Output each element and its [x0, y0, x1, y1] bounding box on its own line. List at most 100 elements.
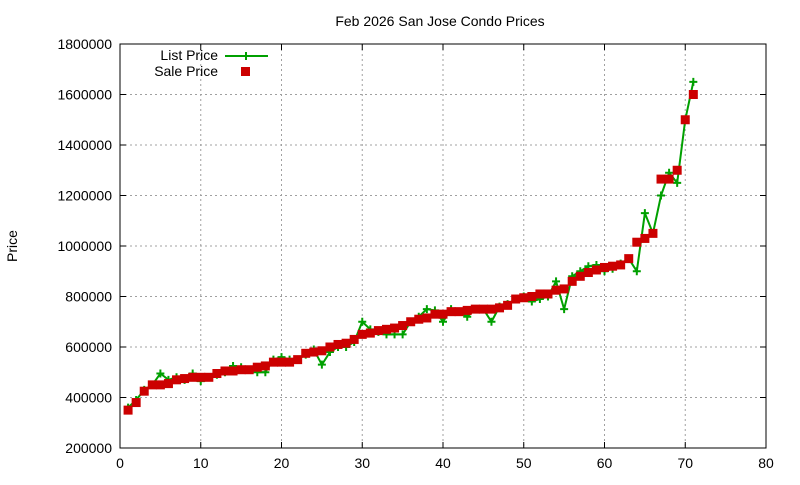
sale-price-point — [591, 265, 601, 275]
sale-price-point — [527, 292, 537, 301]
axis-ticks: 0 10 20 30 40 50 60 70 80 200000 400000 600000 80000… — [57, 36, 774, 471]
sale-price-point — [349, 334, 359, 344]
sale-price-point — [543, 289, 553, 299]
sale-price-point — [252, 362, 262, 372]
sale-price-point — [438, 309, 448, 319]
list-price-point — [640, 209, 649, 218]
sale-price-point — [317, 346, 327, 356]
sale-price-point — [365, 328, 375, 338]
x-tick-label: 10 — [193, 455, 209, 471]
sale-price-point — [600, 262, 609, 272]
list-price-point — [689, 77, 698, 86]
y-tick-label: 1400000 — [57, 137, 112, 153]
sale-price-point — [414, 314, 424, 324]
sale-price-point — [333, 339, 343, 349]
sale-price-point — [131, 398, 141, 408]
sale-price-point — [260, 361, 270, 371]
x-tick-label: 50 — [516, 455, 532, 471]
y-tick-label: 800000 — [65, 289, 112, 305]
plot-frame — [119, 43, 767, 449]
list-price-point — [439, 317, 447, 326]
legend-label-sale: Sale Price — [154, 63, 218, 79]
x-tick-label: 40 — [435, 455, 451, 471]
list-price-point — [560, 305, 569, 314]
sale-price-point — [196, 372, 206, 382]
list-price-point — [487, 317, 496, 326]
sale-price-point — [212, 369, 222, 379]
sale-price-point — [325, 342, 335, 352]
y-tick-label: 1200000 — [57, 188, 112, 204]
list-price-point — [657, 191, 666, 200]
x-tick-label: 80 — [758, 455, 774, 471]
sale-price-point — [462, 305, 472, 315]
y-tick-label: 200000 — [65, 440, 112, 456]
sale-price-point — [559, 284, 569, 294]
sale-price-point — [478, 304, 488, 314]
legend: List Price Sale Price — [154, 47, 268, 79]
list-price-line — [127, 81, 695, 409]
sale-price-point — [519, 293, 529, 303]
list-price-point — [398, 330, 407, 339]
sale-price-point — [301, 348, 311, 358]
list-price-point — [156, 369, 165, 378]
sale-price-point — [616, 260, 626, 270]
sale-price-point — [567, 276, 577, 286]
sale-price-point — [268, 357, 278, 367]
sale-price-point — [640, 233, 650, 243]
sale-price-point — [180, 374, 190, 384]
sale-price-point — [575, 271, 585, 281]
sale-price-point — [446, 307, 456, 317]
sale-price-point — [147, 380, 157, 390]
sale-price-point — [163, 379, 173, 389]
x-tick-label: 30 — [354, 455, 370, 471]
sale-price-point — [486, 304, 496, 314]
sale-price-point — [664, 174, 674, 184]
list-price-point — [673, 178, 682, 187]
sale-price-point — [204, 372, 214, 382]
sale-price-point — [309, 347, 319, 357]
sale-price-point — [172, 375, 182, 385]
sale-price-point — [381, 324, 391, 334]
list-price-point — [422, 305, 431, 314]
sale-price-point — [422, 313, 432, 323]
sale-price-point — [188, 372, 198, 382]
list-price-point — [552, 277, 561, 286]
list-price-point — [358, 317, 367, 326]
sale-price-point — [373, 326, 383, 336]
sale-price-point — [155, 380, 165, 390]
x-tick-label: 0 — [116, 455, 124, 471]
y-tick-label: 600000 — [65, 339, 112, 355]
sale-price-point — [123, 405, 133, 415]
sale-price-point — [341, 338, 351, 348]
sale-price-point — [495, 303, 505, 313]
sale-price-point — [220, 366, 230, 376]
sale-price-point — [454, 307, 464, 317]
sale-price-point — [398, 321, 408, 331]
sale-price-point — [236, 365, 246, 375]
sale-price-point — [293, 355, 303, 365]
list-price-point — [317, 360, 326, 369]
x-tick-label: 60 — [597, 455, 613, 471]
x-tick-label: 70 — [677, 455, 693, 471]
sale-price-point — [139, 386, 149, 396]
sale-price-point — [470, 304, 480, 314]
sale-price-point — [608, 261, 618, 271]
sale-price-point — [535, 289, 545, 299]
sale-price-point — [624, 254, 634, 264]
sale-price-point — [688, 90, 698, 99]
sale-price-point — [285, 357, 295, 367]
sale-price-point — [551, 285, 561, 295]
sale-price-point — [277, 357, 286, 367]
sale-price-point — [583, 268, 593, 278]
legend-plus-marker — [242, 52, 250, 60]
y-tick-label: 1800000 — [57, 36, 112, 52]
sale-price-point — [228, 366, 238, 376]
sale-price-point — [656, 174, 666, 184]
series-layer — [123, 77, 698, 415]
y-tick-label: 1000000 — [57, 238, 112, 254]
sale-price-point — [390, 323, 400, 333]
y-tick-label: 1600000 — [57, 87, 112, 103]
sale-price-point — [503, 300, 513, 310]
sale-price-point — [511, 294, 521, 304]
